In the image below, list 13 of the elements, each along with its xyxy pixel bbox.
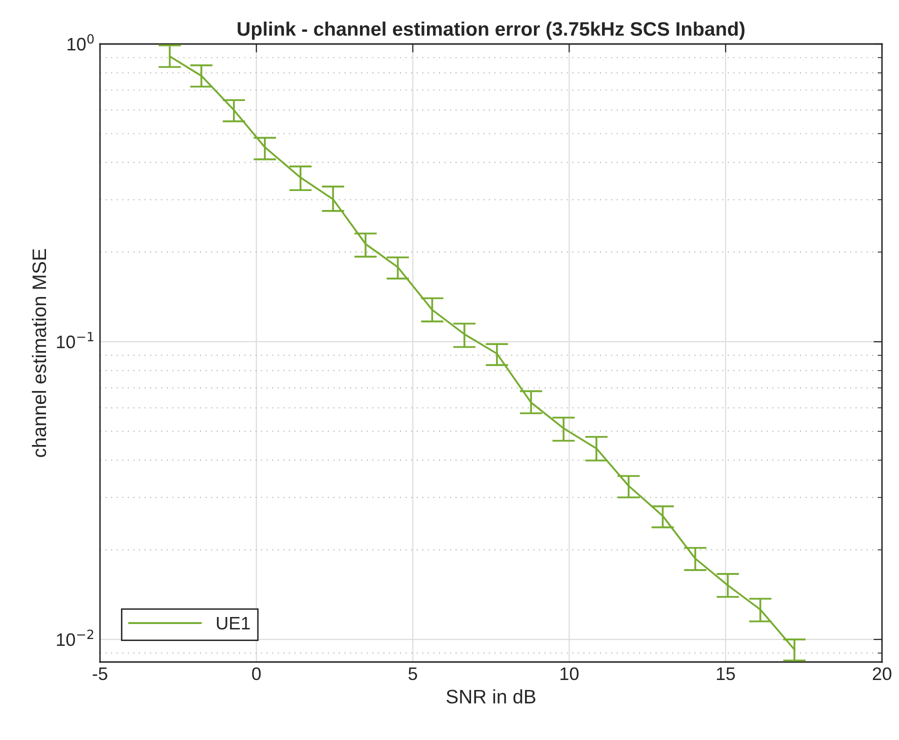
x-tick-label: 10	[560, 667, 579, 680]
x-axis-title: SNR in dB	[446, 689, 536, 704]
x-tick-label: 0	[252, 667, 261, 680]
y-tick-label: 10$^{−1}$	[56, 332, 94, 348]
x-tick-label: 20	[872, 667, 892, 680]
chart-title: Uplink - channel estimation error (3.75kHz SCS Inband)	[238, 22, 744, 40]
x-tick-label: 15	[716, 668, 735, 680]
x-tick-label: 5	[408, 668, 418, 680]
y-tick-label: 10$^{−2}$	[56, 630, 94, 646]
legend-label: UE1	[216, 616, 250, 630]
x-tick-label: -5	[92, 668, 108, 680]
y-tick-label: 10$^{0}$	[68, 34, 94, 51]
y-axis-title: channel estimation MSE	[32, 248, 46, 458]
